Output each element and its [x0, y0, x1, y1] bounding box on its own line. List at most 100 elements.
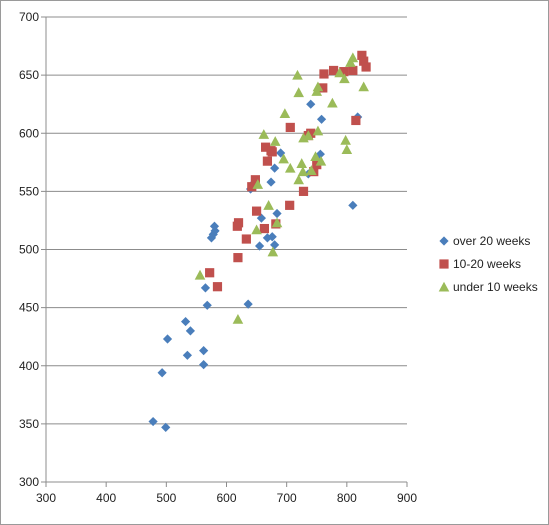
data-point	[306, 99, 316, 109]
data-point	[209, 221, 220, 231]
data-point	[327, 97, 338, 108]
legend-label: under 10 weeks	[453, 280, 538, 294]
data-point	[285, 122, 295, 133]
data-point	[256, 213, 266, 223]
data-point	[180, 316, 191, 327]
data-point	[202, 300, 212, 310]
data-point	[185, 326, 195, 336]
data-point	[351, 115, 361, 126]
data-point	[252, 179, 264, 189]
data-point	[359, 56, 369, 66]
data-point	[278, 153, 289, 164]
x-tick-label: 500	[156, 491, 176, 505]
gridlines	[46, 16, 407, 425]
data-point	[285, 200, 295, 210]
data-point	[261, 142, 271, 152]
data-point	[182, 350, 192, 360]
data-point	[205, 268, 215, 278]
y-tick-label: 550	[19, 184, 39, 198]
data-point	[292, 69, 303, 80]
legend-marker-diamond	[439, 236, 449, 246]
x-tick-label: 800	[337, 491, 357, 505]
x-tick-label: 900	[397, 491, 417, 505]
data-point	[212, 282, 223, 292]
data-point	[271, 217, 283, 228]
data-point	[339, 67, 349, 77]
data-point	[279, 108, 291, 118]
data-point	[199, 346, 209, 356]
data-point	[254, 241, 265, 251]
data-point	[319, 69, 329, 79]
data-point	[148, 416, 158, 427]
y-tick-label: 300	[19, 475, 39, 489]
data-point	[361, 62, 371, 72]
data-point	[310, 151, 321, 162]
data-point	[315, 155, 327, 166]
data-point	[348, 200, 358, 210]
data-point	[267, 246, 279, 257]
data-point	[258, 129, 270, 139]
data-point	[199, 359, 209, 370]
x-tick-label: 700	[277, 491, 297, 505]
data-point	[298, 186, 309, 196]
legend-marker-square	[439, 259, 449, 269]
legend: over 20 weeks 10-20 weeks under 10 weeks	[438, 234, 538, 294]
y-tick-label: 700	[19, 10, 39, 24]
data-point	[293, 174, 304, 185]
data-point	[251, 206, 262, 216]
data-point	[306, 165, 317, 175]
data-point	[270, 240, 280, 250]
data-point	[341, 144, 353, 155]
data-point	[312, 125, 324, 136]
data-point	[312, 81, 324, 92]
data-point	[328, 65, 339, 76]
y-tick-label: 400	[19, 359, 39, 373]
data-point	[340, 134, 351, 145]
data-point	[200, 283, 211, 293]
y-tick-label: 450	[19, 301, 39, 315]
data-point	[247, 182, 257, 192]
x-axis-tick-labels: 300 400 500 600 700 800 900	[36, 491, 417, 505]
data-point	[284, 162, 296, 173]
data-point	[267, 232, 277, 242]
data-point	[293, 87, 304, 98]
data-point	[306, 128, 316, 138]
data-point	[303, 130, 314, 141]
data-point	[270, 163, 280, 173]
data-point	[334, 67, 345, 78]
data-points	[148, 50, 371, 432]
data-point	[276, 148, 286, 158]
data-point	[233, 253, 243, 263]
data-point	[162, 334, 173, 344]
x-tick-label: 600	[216, 491, 236, 505]
data-point	[259, 223, 270, 234]
series-1	[148, 99, 363, 432]
legend-item: over 20 weeks	[439, 234, 530, 248]
data-point	[357, 50, 367, 60]
data-point	[267, 147, 277, 157]
data-point	[296, 158, 308, 168]
data-point	[348, 65, 358, 76]
x-tick-label: 400	[96, 491, 116, 505]
y-tick-label: 500	[19, 243, 39, 257]
y-tick-label: 350	[19, 417, 39, 431]
data-point	[233, 218, 244, 228]
legend-item: 10-20 weeks	[439, 257, 521, 271]
data-point	[272, 208, 282, 219]
legend-marker-triangle	[438, 281, 450, 292]
data-point	[194, 269, 206, 280]
y-tick-label: 600	[19, 126, 39, 140]
data-point	[266, 177, 276, 187]
data-point	[243, 299, 253, 309]
data-point	[358, 81, 369, 92]
data-point	[339, 73, 350, 84]
data-point	[251, 224, 262, 235]
y-tick-label: 650	[19, 68, 39, 82]
legend-label: 10-20 weeks	[453, 257, 521, 271]
data-point	[161, 422, 171, 432]
series-3	[194, 52, 369, 324]
data-point	[232, 313, 244, 324]
y-axis-tick-labels: 300 350 400 450 500 550 600 650 700	[19, 10, 39, 489]
